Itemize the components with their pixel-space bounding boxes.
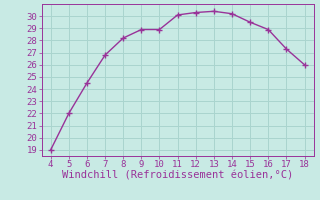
X-axis label: Windchill (Refroidissement éolien,°C): Windchill (Refroidissement éolien,°C) xyxy=(62,171,293,181)
